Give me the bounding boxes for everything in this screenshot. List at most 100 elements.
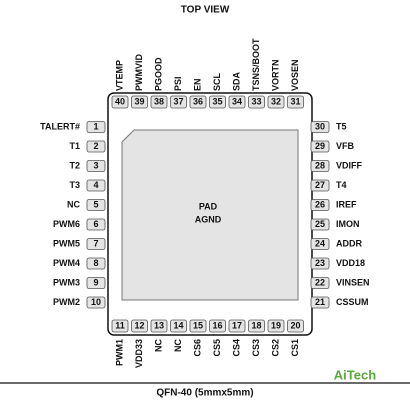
- pin-number: 5: [93, 199, 98, 209]
- pin-label: IMON: [336, 219, 360, 229]
- pin-number: 39: [134, 96, 144, 106]
- pin-number: 27: [315, 180, 325, 190]
- pin-number: 4: [93, 180, 98, 190]
- pin-pad: [310, 140, 330, 153]
- pin-number: 24: [315, 238, 325, 248]
- pin-pad: [170, 319, 187, 333]
- pin-label: VFB: [336, 141, 355, 151]
- pin-label: PWM6: [53, 219, 80, 229]
- pin-label: PSI: [173, 76, 183, 91]
- pin-pad: [86, 296, 106, 309]
- pin-number: 1: [93, 121, 98, 131]
- pin-label: NC: [67, 199, 80, 209]
- pin-number: 18: [251, 320, 261, 330]
- pin-pad: [209, 95, 226, 109]
- pin-pad: [111, 95, 129, 109]
- pin-pad: [209, 319, 226, 333]
- pin-pad: [131, 95, 148, 109]
- pin-pad: [287, 319, 304, 333]
- pin-number: 25: [315, 219, 325, 229]
- pin-label: CSSUM: [336, 297, 369, 307]
- caption: QFN-40 (5mmx5mm): [156, 388, 253, 399]
- pin-number: 9: [93, 277, 98, 287]
- pin-label: VDD33: [134, 339, 144, 368]
- pin-label: VORTN: [270, 60, 280, 92]
- pin-label: T4: [336, 180, 347, 190]
- pin-number: 40: [115, 96, 125, 106]
- pad-label: AGND: [195, 214, 222, 224]
- pin-label: EN: [192, 78, 202, 91]
- pin-label: NC: [153, 339, 163, 352]
- pin-number: 16: [212, 320, 222, 330]
- pin-number: 34: [232, 96, 242, 106]
- pin-pad: [310, 179, 330, 192]
- pin-label: T1: [69, 141, 80, 151]
- pin-pad: [228, 95, 246, 109]
- pin-label: PWM1: [114, 339, 124, 366]
- pin-number: 37: [173, 96, 183, 106]
- pin-pad: [310, 257, 330, 270]
- pin-pad: [189, 95, 207, 109]
- pin-pad: [86, 140, 106, 153]
- pin-pad: [189, 319, 207, 333]
- logo: AiTech: [334, 367, 376, 382]
- pin-pad: [228, 319, 246, 333]
- pin-pad: [150, 95, 168, 109]
- pin-pad: [310, 199, 330, 211]
- pin-pad: [86, 121, 106, 133]
- pin-label: PWM4: [53, 258, 80, 268]
- pin-label: CS4: [231, 339, 241, 357]
- pin-label: VDIFF: [336, 160, 363, 170]
- pad-label: PAD: [199, 201, 218, 211]
- pin-pad: [310, 121, 330, 133]
- pin-number: 12: [134, 320, 144, 330]
- pin-label: PWM5: [53, 238, 80, 248]
- pin-label: SDA: [231, 71, 241, 91]
- pin-number: 10: [91, 297, 101, 307]
- title: TOP VIEW: [181, 5, 230, 16]
- pin-label: ADDR: [336, 238, 362, 248]
- pin-number: 2: [93, 141, 98, 151]
- pin-number: 31: [290, 96, 300, 106]
- pin-label: T2: [69, 160, 80, 170]
- pin-number: 14: [173, 320, 183, 330]
- pin-label: SCL: [212, 72, 222, 91]
- pin-label: IREF: [336, 199, 357, 209]
- pin-label: CS2: [270, 339, 280, 357]
- pin-pad: [86, 238, 106, 250]
- exposed-pad: [121, 129, 299, 301]
- pin-number: 38: [154, 96, 164, 106]
- pin-number: 13: [154, 320, 164, 330]
- pin-pad: [131, 319, 148, 333]
- pin-number: 21: [315, 297, 325, 307]
- pin-label: PWM3: [53, 277, 80, 287]
- pin-pad: [248, 319, 265, 333]
- pin-pad: [86, 277, 106, 289]
- pin-label: VOSEN: [290, 59, 300, 91]
- pin-label: CS6: [192, 339, 202, 357]
- pin-label: CS3: [251, 339, 261, 357]
- pin-pad: [310, 277, 330, 289]
- pin-pad: [310, 238, 330, 250]
- pin-number: 7: [93, 238, 98, 248]
- pin-label: NC: [173, 339, 183, 352]
- pin-number: 11: [115, 320, 125, 330]
- pin-pad: [248, 95, 265, 109]
- pin-number: 26: [315, 199, 325, 209]
- pin-pad: [86, 218, 106, 231]
- pin-number: 19: [271, 320, 281, 330]
- pin-label: CS1: [290, 339, 300, 357]
- pin-pad: [86, 179, 106, 192]
- pin-number: 17: [232, 320, 242, 330]
- pin-pad: [267, 319, 285, 333]
- pin-number: 29: [315, 141, 325, 151]
- pin-label: CS5: [212, 339, 222, 357]
- pin-pad: [267, 95, 285, 109]
- pin-pad: [150, 319, 168, 333]
- pin-pad: [310, 160, 330, 172]
- pin-number: 33: [251, 96, 261, 106]
- pin-label: PWMVID: [134, 54, 144, 91]
- pin-pad: [310, 218, 330, 231]
- pin-number: 30: [315, 121, 325, 131]
- pin-label: VINSEN: [336, 277, 370, 287]
